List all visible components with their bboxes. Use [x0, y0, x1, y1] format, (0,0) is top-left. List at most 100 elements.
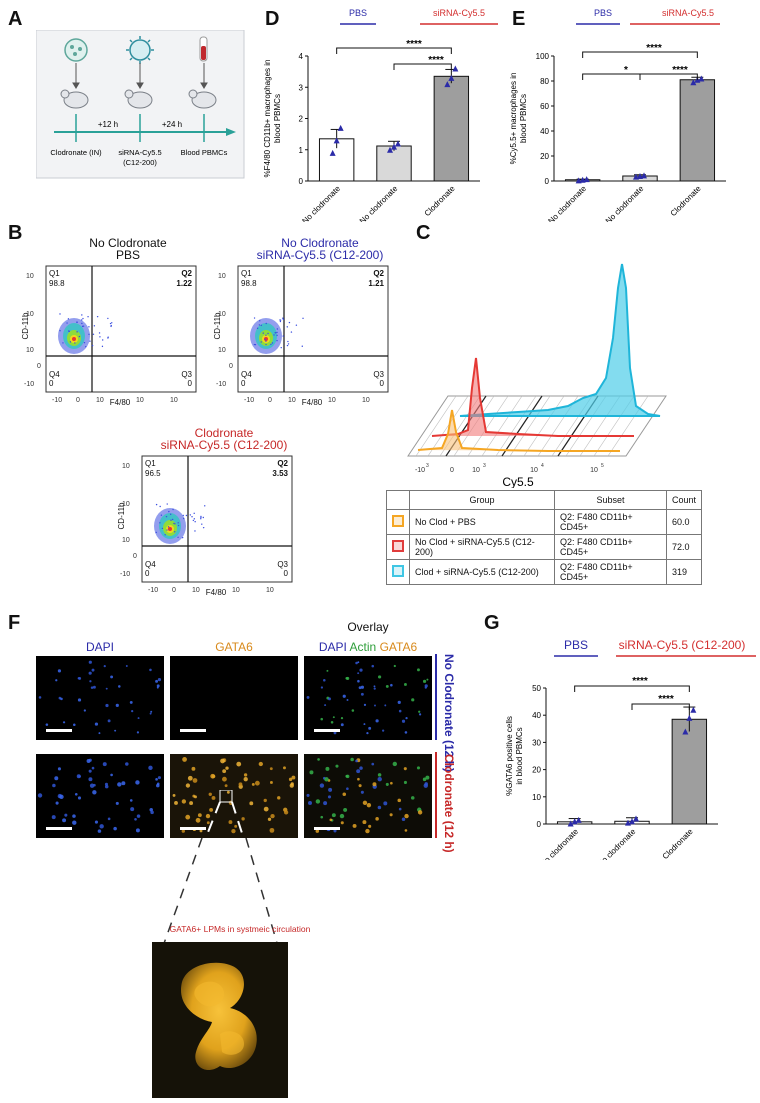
x-tick-label: Clodronate — [661, 827, 695, 860]
quadrant-q1v: 98.8 — [49, 279, 65, 288]
data-point — [682, 728, 689, 735]
bar — [376, 145, 412, 182]
legend-subset: Q2: F480 CD11b+ CD45+ — [554, 509, 667, 535]
svg-text:10: 10 — [122, 463, 130, 470]
svg-text:10: 10 — [96, 397, 104, 404]
panel-c-legend-table: Group Subset Count No Clod + PBS Q2: F480… — [386, 490, 703, 585]
overlay-gata6: GATA6 — [379, 640, 418, 654]
scale-bar — [314, 729, 340, 732]
y-tick-label: 20 — [532, 766, 541, 775]
sig-bracket — [639, 73, 698, 80]
step-label-2: siRNA-Cy5.5 — [118, 148, 161, 157]
svg-text:10: 10 — [288, 397, 296, 404]
data-point — [575, 816, 582, 823]
svg-text:0: 0 — [268, 397, 272, 404]
legend-row: No Clod + siRNA-Cy5.5 (C12-200) Q2: F480 … — [386, 534, 703, 560]
sig-bracket — [631, 703, 690, 710]
panel-label-a: A — [8, 8, 23, 30]
panel-c-histogram: -103 0 103 104 105 Cy5.5 — [407, 263, 667, 488]
quadrant-q4v: 0 — [49, 379, 54, 388]
inset-gata6-cell — [152, 942, 288, 1098]
x-tick-label: No clodronate — [538, 827, 580, 860]
data-point — [629, 818, 635, 825]
sig-label: **** — [672, 65, 688, 76]
sig-label: **** — [406, 39, 422, 50]
svg-text:0: 0 — [172, 587, 176, 594]
data-point — [583, 176, 590, 183]
svg-text:10: 10 — [362, 397, 370, 404]
flow-ylabel: CD-11b — [21, 312, 30, 340]
legend-count: 319 — [665, 559, 703, 585]
data-point — [333, 137, 340, 144]
svg-text:10: 10 — [218, 347, 226, 354]
flow-title: Clodronate — [194, 426, 254, 440]
data-point — [633, 815, 639, 822]
quadrant-q4v: 0 — [241, 379, 246, 388]
header-subset: Subset — [554, 490, 667, 510]
svg-text:10: 10 — [530, 467, 538, 474]
legend-swatch — [392, 515, 404, 527]
data-point — [337, 124, 344, 131]
scale-bar — [180, 729, 206, 732]
svg-text:10: 10 — [136, 397, 144, 404]
svg-text:10: 10 — [218, 311, 226, 318]
panel-g-chart: PBS siRNA-Cy5.5 (C12-200) **** **** 0 10 2… — [505, 638, 756, 860]
liposome-icon — [64, 38, 88, 62]
chart-plot: 0 10 20 30 40 50 No clodronate No clodronate Clo… — [505, 684, 718, 860]
data-point — [690, 79, 697, 86]
legend-sirna: siRNA-Cy5.5 — [662, 8, 714, 18]
flow-subtitle: PBS — [115, 248, 140, 262]
sig-label: **** — [428, 55, 444, 66]
quadrant-q3: Q3 — [373, 370, 384, 379]
sig-label: **** — [646, 43, 662, 54]
panel-label-f: F — [8, 612, 21, 634]
scale-bar — [46, 827, 72, 830]
legend-count: 72.0 — [665, 534, 703, 560]
sig-bracket — [582, 73, 641, 80]
step-label-3: Blood PBMCs — [181, 148, 228, 157]
svg-text:10: 10 — [170, 397, 178, 404]
scale-bar — [46, 729, 72, 732]
data-point — [329, 149, 336, 156]
svg-text:10: 10 — [26, 311, 34, 318]
scale-bar — [180, 827, 206, 830]
svg-text:10: 10 — [218, 273, 226, 280]
data-point — [641, 172, 647, 179]
quadrant-q1: Q1 — [145, 459, 156, 468]
sig-bracket — [393, 63, 452, 70]
y-axis-label: %F4/80 CD11b+ macrophages in — [263, 60, 272, 178]
flow-title: No Clodronate — [89, 236, 167, 250]
legend-subset: Q2: F480 CD11b+ CD45+ — [554, 559, 667, 585]
quadrant-q2v: 1.21 — [368, 279, 384, 288]
y-tick-label: 0 — [537, 820, 542, 829]
chart-plot: 0 20 40 60 80 100 No clodronate No clodronate Cl… — [509, 51, 726, 222]
flow-ylabel: CD-11b — [117, 502, 126, 530]
y-tick-label: 50 — [532, 684, 541, 693]
y-tick-label: 4 — [299, 52, 304, 61]
data-point — [698, 75, 705, 82]
micrograph-dapi-clod — [36, 754, 164, 838]
data-point — [387, 146, 393, 153]
legend-pbs: PBS — [564, 638, 588, 652]
y-tick-label: 0 — [299, 177, 304, 186]
flow-xlabel: F4/80 — [205, 588, 227, 597]
svg-text:3: 3 — [483, 463, 486, 469]
col-title-gata6: GATA6 — [215, 640, 253, 654]
micrograph-overlay-no-clod — [304, 656, 432, 740]
y-tick-label: 100 — [536, 52, 550, 61]
legend-group: No Clod + PBS — [408, 509, 556, 535]
legend-group: Clod + siRNA-Cy5.5 (C12-200) — [408, 559, 556, 585]
svg-text:10: 10 — [328, 397, 336, 404]
y-axis-label: %Cy5.5+ macrophages in — [509, 73, 518, 165]
sig-label: **** — [658, 694, 674, 705]
svg-text:10: 10 — [192, 587, 200, 594]
sig-bracket — [582, 51, 698, 58]
overlay-actin: Actin — [349, 640, 377, 654]
data-point — [686, 714, 693, 721]
quadrant-q1v: 96.5 — [145, 469, 161, 478]
svg-text:-10: -10 — [244, 397, 254, 404]
y-tick-label: 20 — [540, 152, 549, 161]
mouse-icon — [60, 89, 217, 109]
quadrant-q4: Q4 — [145, 560, 156, 569]
